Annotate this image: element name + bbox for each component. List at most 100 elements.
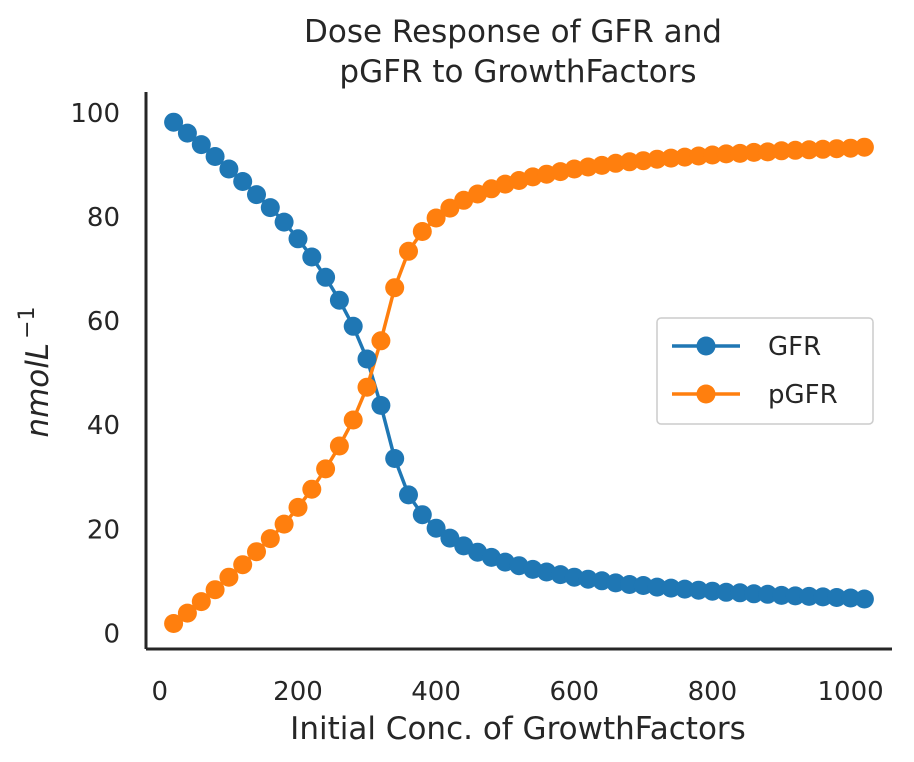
x-tick-label: 200 [273,677,323,707]
data-point-gfr [412,505,432,525]
data-point-pgfr [191,592,211,612]
y-axis-label-superscript: −1 [15,306,40,338]
data-point-pgfr [343,410,363,430]
data-point-pgfr [578,157,598,177]
x-tick-labels: 0 200 400 600 800 1000 [152,677,884,707]
data-point-gfr [716,582,736,602]
data-point-pgfr [841,138,861,158]
data-point-pgfr [399,241,418,261]
data-point-gfr [247,185,266,205]
data-point-gfr [854,589,874,609]
data-point-pgfr [799,140,819,160]
x-tick-label: 600 [549,677,599,707]
data-point-pgfr [177,603,197,623]
chart-title-line-1: Dose Response of GFR and [304,14,722,50]
data-point-gfr [772,585,791,605]
data-point-pgfr [758,142,778,162]
chart-title-line-2: pGFR to GrowthFactors [339,54,696,90]
data-point-pgfr [854,137,874,157]
data-point-pgfr [827,139,847,159]
chart-title: Dose Response of GFR and pGFR to GrowthF… [304,14,722,90]
axis-spines [144,92,892,651]
data-point-pgfr [689,146,709,166]
data-point-gfr [329,290,349,310]
data-point-pgfr [357,377,377,397]
x-tick-label: 800 [688,677,738,707]
data-point-gfr [191,135,211,155]
data-point-pgfr [385,278,405,298]
legend: GFR pGFR [656,317,874,425]
data-point-pgfr [716,144,736,164]
data-point-gfr [399,485,418,505]
x-tick-label: 400 [411,677,461,707]
data-point-gfr [316,267,336,287]
legend-frame [656,317,874,425]
data-point-gfr [260,198,280,218]
data-point-pgfr [772,141,791,161]
legend-label-gfr: GFR [768,332,821,362]
data-point-gfr [606,573,626,593]
data-point-pgfr [813,139,833,159]
data-point-gfr [758,584,778,604]
data-point-pgfr [620,152,639,172]
data-point-pgfr [316,459,336,479]
data-point-pgfr [371,331,391,351]
data-point-gfr [302,247,322,267]
data-point-gfr [647,577,667,597]
data-point-gfr [661,578,681,598]
series-points-gfr [164,112,874,609]
x-tick-label: 0 [152,677,169,707]
y-axis-label: nmolL −1 [15,306,56,437]
data-point-gfr [233,172,253,191]
data-point-gfr [827,588,847,607]
data-point-pgfr [260,529,280,549]
data-point-gfr [799,586,819,606]
data-point-gfr [177,123,197,143]
y-tick-label: 100 [70,99,120,129]
data-point-gfr [785,586,805,606]
data-point-gfr [440,528,460,548]
data-point-gfr [288,229,308,249]
data-point-gfr [633,576,653,595]
data-point-gfr [205,147,225,166]
data-point-gfr [343,316,363,336]
data-point-gfr [578,569,598,589]
y-tick-label: 0 [103,619,120,649]
x-tick-label: 1000 [818,677,884,707]
data-point-gfr [730,583,750,603]
data-point-pgfr [426,208,446,228]
data-point-gfr [689,580,709,600]
data-point-gfr [675,579,695,599]
x-axis-label: Initial Conc. of GrowthFactors [290,711,746,747]
data-point-pgfr [412,222,432,241]
data-point-pgfr [633,151,653,171]
data-point-pgfr [661,148,681,168]
data-point-gfr [371,395,391,415]
data-point-pgfr [274,514,294,534]
data-point-pgfr [647,149,667,169]
y-tick-label: 60 [87,307,120,337]
data-point-pgfr [785,140,805,160]
legend-marker-pgfr [696,384,716,404]
y-tick-labels: 0 20 40 60 80 100 [70,99,120,650]
data-point-gfr [620,575,639,594]
y-axis-label-base: nmolL [20,343,56,438]
series-markers [164,112,874,633]
y-tick-label: 40 [87,411,120,441]
data-point-pgfr [675,147,695,167]
data-point-gfr [813,587,833,607]
data-point-pgfr [329,436,349,456]
data-point-pgfr [288,497,308,517]
data-point-gfr [841,588,861,608]
data-point-pgfr [702,145,722,165]
data-point-gfr [426,518,446,538]
legend-marker-gfr [696,336,716,356]
data-point-pgfr [219,567,239,587]
data-point-gfr [274,212,294,232]
series-points-pgfr [164,137,874,633]
data-point-pgfr [205,580,225,600]
data-point-pgfr [302,479,322,499]
data-point-gfr [357,349,377,369]
data-point-gfr [385,449,405,468]
data-point-gfr [744,584,764,604]
